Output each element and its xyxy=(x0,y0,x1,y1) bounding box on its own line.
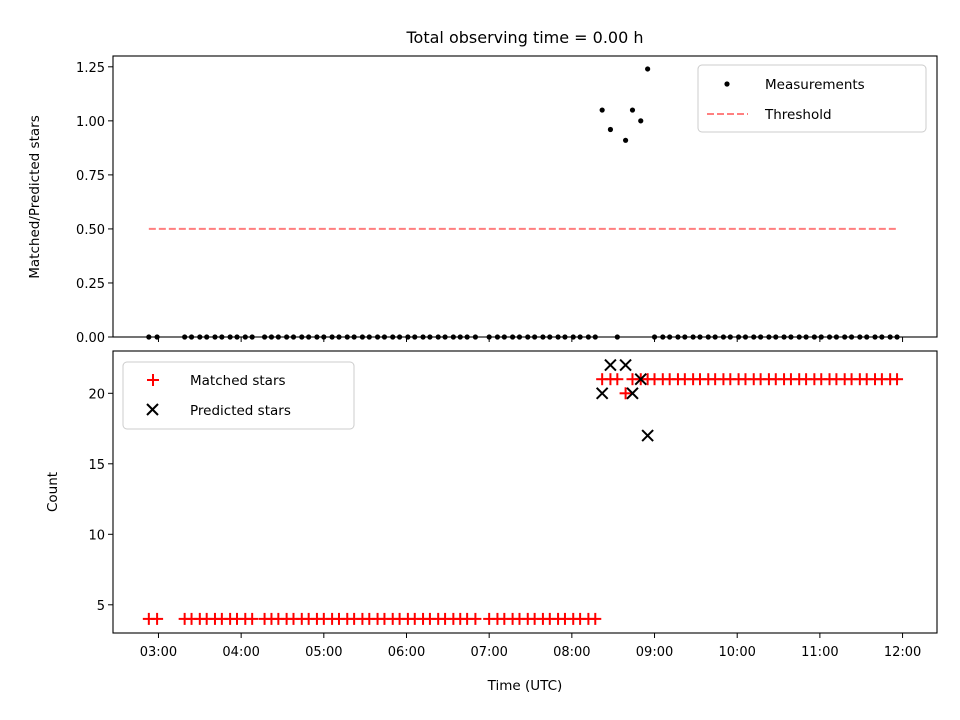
count-y-tick-label: 10 xyxy=(88,528,105,543)
time-x-axis-label: Time (UTC) xyxy=(487,678,563,694)
count-x-tick-label: 09:00 xyxy=(636,645,673,660)
predicted-star-point xyxy=(604,358,617,372)
count-x-tick-label: 08:00 xyxy=(553,645,590,660)
ratio-y-tick-label: 0.25 xyxy=(76,277,105,292)
count-x-tick-label: 10:00 xyxy=(718,645,755,660)
predicted-star-point xyxy=(626,387,639,400)
predicted-star-point xyxy=(619,358,632,372)
ratio-y-tick-label: 1.00 xyxy=(76,115,105,130)
count-panel: 5 10 15 20 03:00 04:00 05:00 06:00 07:00 08:00 09… xyxy=(45,350,938,694)
legend-measurements-marker xyxy=(724,81,730,87)
matched-star-point xyxy=(469,612,482,625)
measurement-point xyxy=(622,137,629,143)
count-y-axis: 5 10 15 20 xyxy=(88,387,113,614)
matched-star-point xyxy=(589,612,602,625)
matched-star-point xyxy=(891,373,904,386)
count-x-tick-label: 03:00 xyxy=(140,645,177,660)
legend-measurements-label: Measurements xyxy=(765,77,865,93)
count-x-tick-label: 12:00 xyxy=(884,645,921,660)
ratio-y-tick-label: 0.00 xyxy=(76,331,105,346)
ratio-y-axis: 0.00 0.25 0.50 0.75 1.00 1.25 xyxy=(76,61,113,346)
ratio-panel: Total observing time = 0.00 h 0.000.250.… xyxy=(27,28,938,346)
measurement-point xyxy=(607,126,614,133)
count-x-tick-label: 11:00 xyxy=(801,645,838,660)
legend-matched-marker xyxy=(147,374,159,386)
legend-threshold-label: Threshold xyxy=(764,107,832,123)
count-x-tick-label: 04:00 xyxy=(222,645,259,660)
legend-predicted-marker xyxy=(146,403,159,416)
count-plot-frame xyxy=(112,350,938,634)
ratio-legend-box xyxy=(697,64,927,133)
count-y-tick-label: 5 xyxy=(97,599,105,614)
measurement-point xyxy=(638,118,644,124)
count-legend-box xyxy=(122,361,355,430)
matched-star-point xyxy=(619,387,632,400)
predicted-star-point xyxy=(634,372,647,386)
predicted-star-point xyxy=(641,429,654,442)
ratio-legend: Measurements Threshold xyxy=(697,64,927,133)
count-plot-area xyxy=(142,358,904,625)
ratio-y-tick-label: 0.75 xyxy=(76,169,105,184)
ratio-plot-frame xyxy=(112,55,938,338)
measurement-point xyxy=(645,66,651,72)
count-y-tick-label: 20 xyxy=(88,387,105,402)
legend-matched-label: Matched stars xyxy=(190,373,286,389)
count-y-tick-label: 15 xyxy=(88,458,105,473)
chart-title: Total observing time = 0.00 h xyxy=(405,28,643,47)
count-y-axis-label: Count xyxy=(45,472,61,512)
matched-star-point xyxy=(151,612,164,625)
ratio-y-tick-label: 1.25 xyxy=(76,61,105,76)
measurement-point xyxy=(599,107,605,113)
count-x-tick-label: 06:00 xyxy=(388,645,425,660)
count-x-tick-label: 05:00 xyxy=(305,645,342,660)
predicted-star-point xyxy=(595,387,609,400)
matched-star-point xyxy=(246,612,259,625)
count-legend: Matched stars Predicted stars xyxy=(122,361,355,430)
measurement-point xyxy=(629,107,636,113)
ratio-y-tick-label: 0.50 xyxy=(76,223,105,238)
matched-star-point xyxy=(611,373,624,386)
count-x-axis: 03:00 04:00 05:00 06:00 07:00 08:00 09:00 10:00… xyxy=(140,633,921,660)
count-x-tick-label: 07:00 xyxy=(470,645,507,660)
ratio-x-axis xyxy=(157,337,904,342)
legend-predicted-label: Predicted stars xyxy=(190,403,291,419)
ratio-y-axis-label: Matched/Predicted stars xyxy=(27,115,43,278)
